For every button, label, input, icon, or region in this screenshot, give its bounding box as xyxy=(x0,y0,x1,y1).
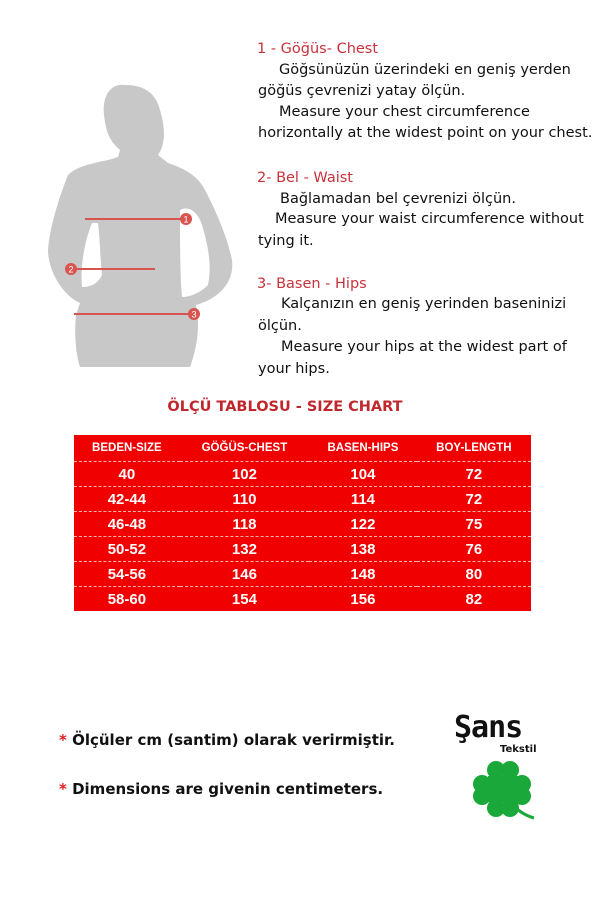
table-row: 40 102 104 72 xyxy=(74,461,531,487)
hips-text: ölçün. xyxy=(258,318,302,334)
chest-text: horizontally at the widest point on your… xyxy=(258,125,593,141)
column-header: BOY-LENGTH xyxy=(416,435,531,462)
svg-text:3: 3 xyxy=(191,310,196,320)
waist-heading: 2- Bel - Waist xyxy=(257,170,353,186)
table-row: 54-56 146 148 80 xyxy=(74,561,531,587)
svg-text:1: 1 xyxy=(183,215,188,225)
table-cell: 104 xyxy=(309,461,417,487)
table-cell: 72 xyxy=(416,486,531,512)
table-cell: 102 xyxy=(179,461,310,487)
table-cell: 40 xyxy=(74,461,180,487)
table-cell: 50-52 xyxy=(74,536,180,562)
woman-silhouette xyxy=(48,84,233,368)
chest-text: Measure your chest circumference xyxy=(279,104,530,120)
table-cell: 110 xyxy=(179,486,310,512)
body-measurement-figure: 1 2 3 xyxy=(48,84,233,368)
column-header: BASEN-HIPS xyxy=(309,435,417,462)
table-cell: 82 xyxy=(465,590,483,608)
table-cell: 146 xyxy=(179,561,310,587)
size-chart-table: BEDEN-SIZE GÖĞÜS-CHEST BASEN-HIPS BOY-LENGT… xyxy=(74,435,531,611)
note-text: Ölçüler cm (santim) olarak verirmiştir. xyxy=(72,731,395,749)
table-cell: 156 xyxy=(350,590,376,608)
table-header-row: BEDEN-SIZE GÖĞÜS-CHEST BASEN-HIPS BOY-LENGT… xyxy=(74,435,531,462)
column-header: GÖĞÜS-CHEST xyxy=(179,435,310,462)
chest-heading: 1 - Göğüs- Chest xyxy=(257,41,379,57)
table-cell: 148 xyxy=(309,561,417,587)
table-cell: 72 xyxy=(416,461,531,487)
brand-logo-sub: Tekstil xyxy=(500,744,537,755)
table-cell: 138 xyxy=(309,536,417,562)
table-cell: 132 xyxy=(179,536,310,562)
table-cell: 80 xyxy=(416,561,531,587)
hips-heading: 3- Basen - Hips xyxy=(257,276,367,292)
waist-text: tying it. xyxy=(258,233,314,249)
note-dimensions: * Dimensions are givenin centimeters. xyxy=(59,780,383,798)
size-chart-title: ÖLÇÜ TABLOSU - SIZE CHART xyxy=(167,399,403,415)
table-cell: 76 xyxy=(416,536,531,562)
waist-text: Measure your waist circumference without xyxy=(275,211,584,227)
note-star: * xyxy=(59,780,67,798)
chest-text: göğüs çevrenizi yatay ölçün. xyxy=(258,83,466,99)
marker-3: 3 xyxy=(188,308,200,320)
table-cell: 58-60 xyxy=(107,590,147,608)
hips-text: Kalçanızın en geniş yerinden baseninizi xyxy=(281,296,567,312)
table-cell: 122 xyxy=(309,511,417,537)
marker-2: 2 xyxy=(65,263,77,275)
table-cell: 54-56 xyxy=(74,561,180,587)
brand-logo-name: Şans xyxy=(454,710,523,745)
table-row: 50-52 132 138 76 xyxy=(74,536,531,562)
marker-1: 1 xyxy=(180,213,192,225)
table-cell: 114 xyxy=(309,486,417,512)
column-header: BEDEN-SIZE xyxy=(74,435,180,462)
hips-text: Measure your hips at the widest part of xyxy=(281,339,567,355)
table-row: 58-60 154 156 82 xyxy=(74,587,531,612)
note-text: Dimensions are givenin centimeters. xyxy=(72,780,384,798)
hips-text: your hips. xyxy=(258,361,330,377)
table-cell: 154 xyxy=(231,590,257,608)
table-cell: 42-44 xyxy=(74,486,180,512)
waist-text: Bağlamadan bel çevrenizi ölçün. xyxy=(280,191,516,207)
table-cell: 46-48 xyxy=(74,511,180,537)
chest-text: Göğsünüzün üzerindeki en geniş yerden xyxy=(279,62,571,78)
table-row: 46-48 118 122 75 xyxy=(74,511,531,537)
table-row: 42-44 110 114 72 xyxy=(74,486,531,512)
svg-text:2: 2 xyxy=(68,265,73,275)
table-cell: 118 xyxy=(179,511,310,537)
note-cm: * Ölçüler cm (santim) olarak verirmiştir… xyxy=(59,731,395,749)
note-star: * xyxy=(59,731,67,749)
table-cell: 75 xyxy=(416,511,531,537)
four-leaf-clover-icon xyxy=(473,761,535,820)
